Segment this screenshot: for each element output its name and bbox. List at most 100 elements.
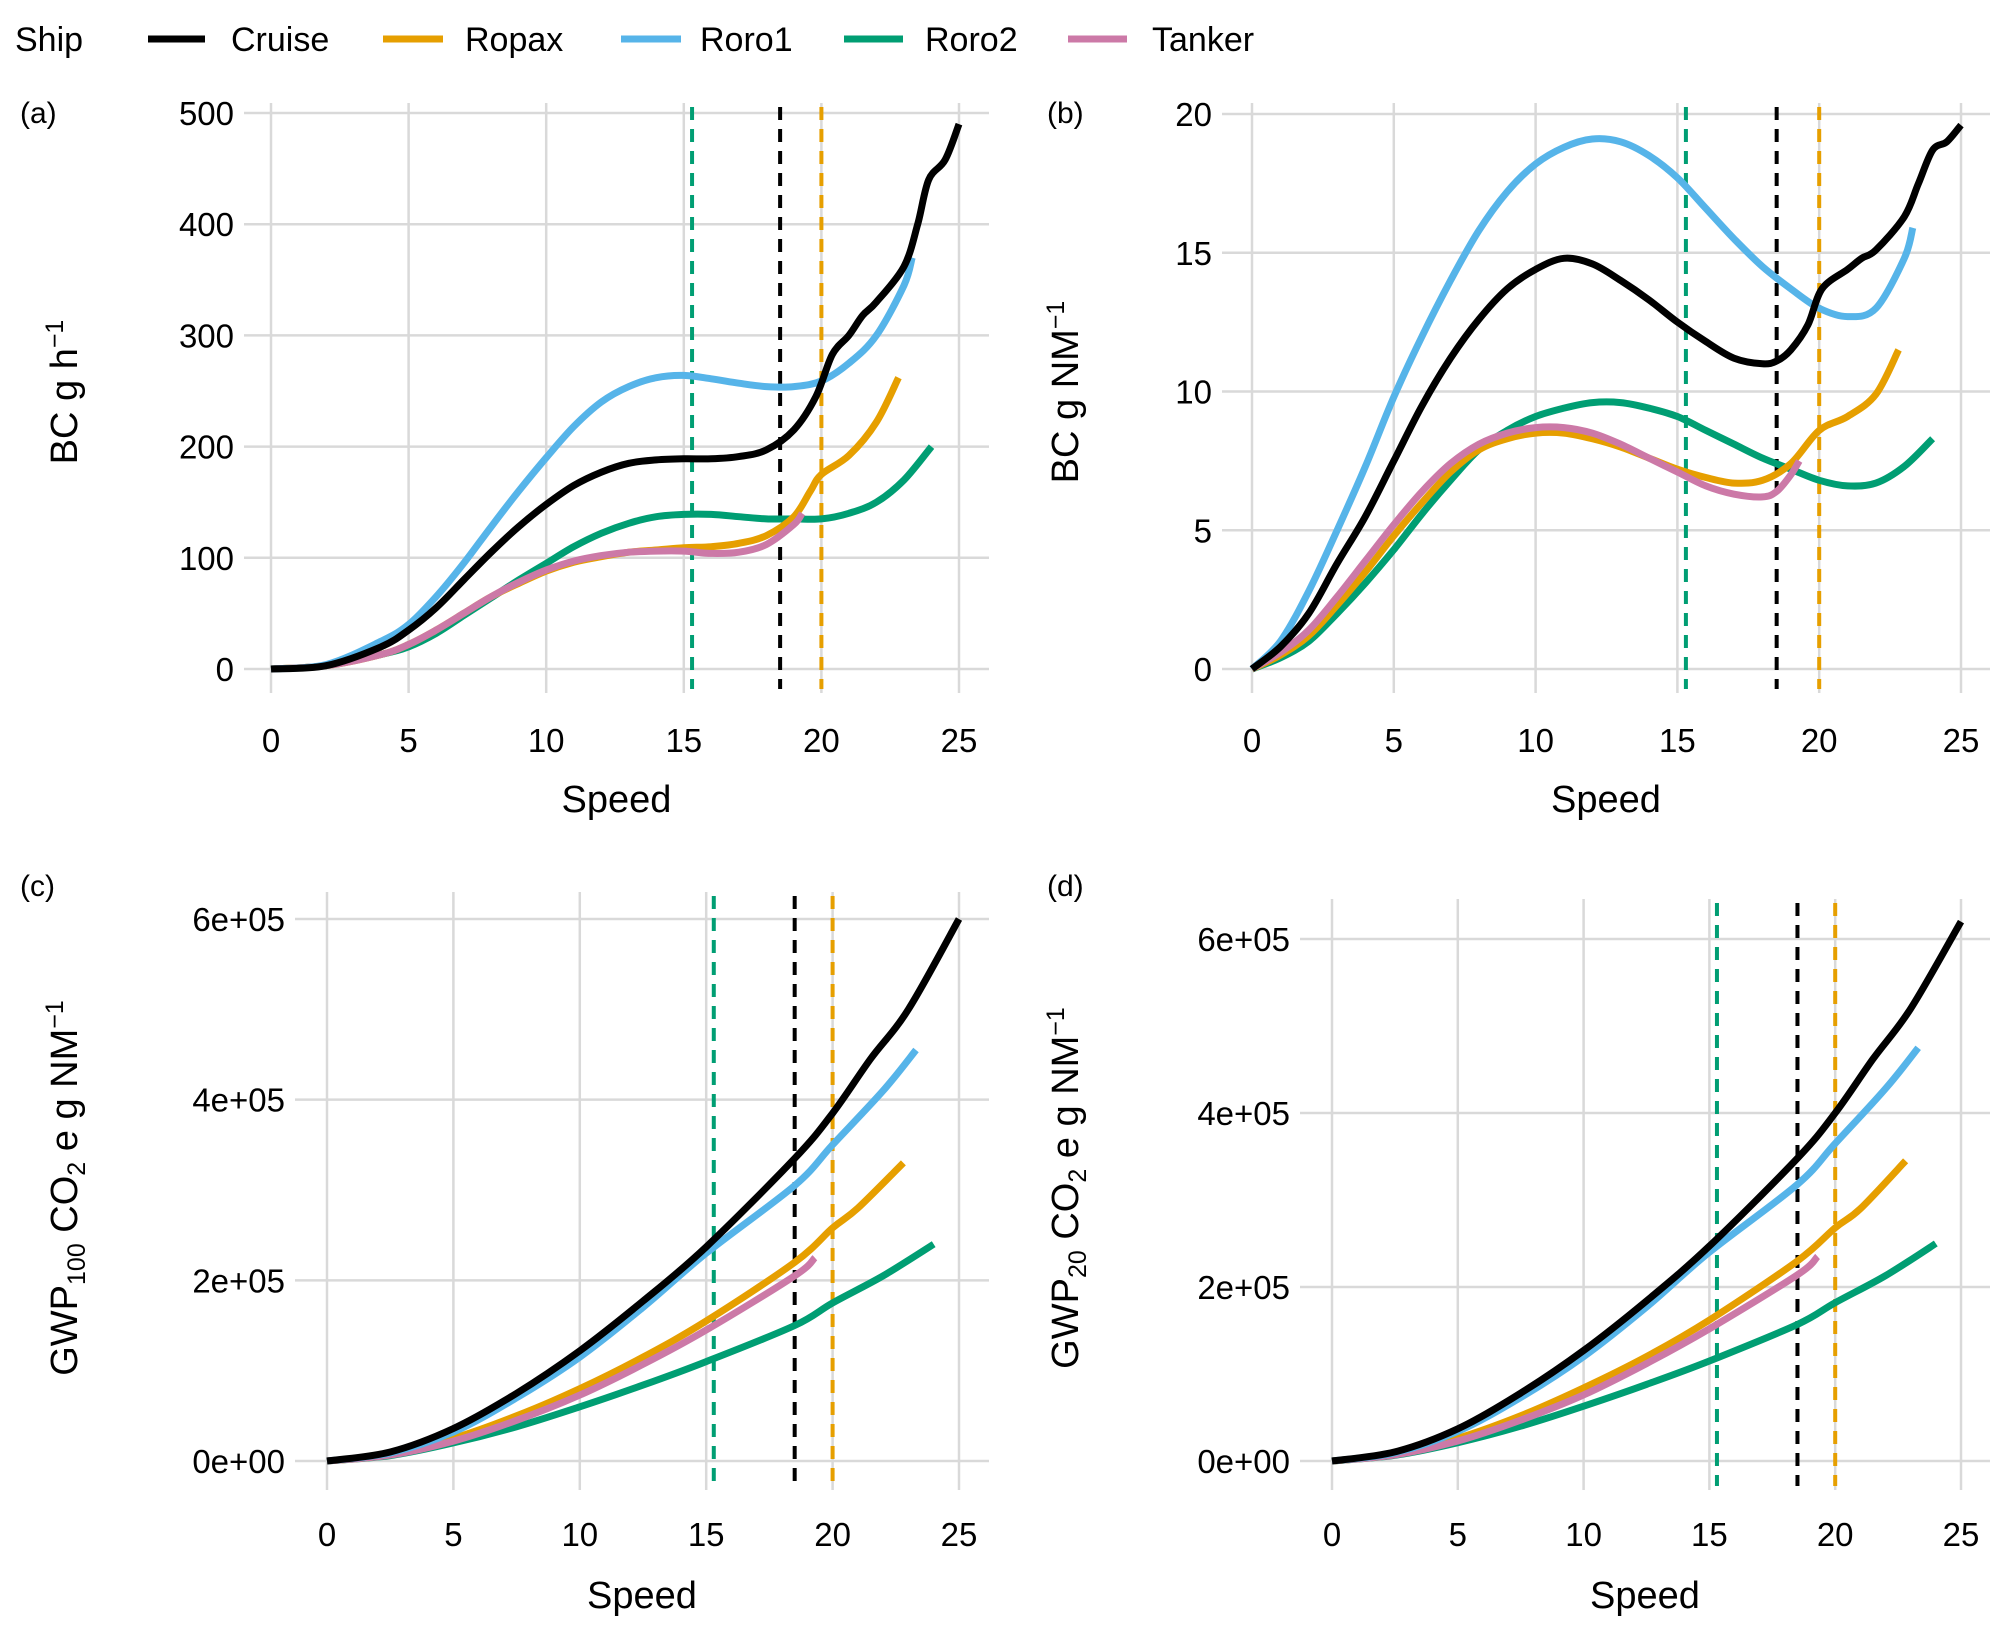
x-tick-label: 25 xyxy=(941,722,978,759)
y-tick-label: 0e+00 xyxy=(192,1443,285,1480)
y-axis-title-part: CO xyxy=(44,1176,86,1244)
y-tick-label: 300 xyxy=(179,317,234,354)
x-tick-label: 25 xyxy=(1943,722,1980,759)
x-tick-label: 10 xyxy=(1517,722,1554,759)
x-tick-label: 15 xyxy=(688,1516,725,1553)
series-line-tanker xyxy=(1250,423,1803,673)
y-tick-label: 4e+05 xyxy=(192,1082,285,1119)
panel-a: 0 5 10 15 20 25 0 100 200 300 400 500 Speed BC g h−1 (… xyxy=(20,95,989,821)
y-tick-label: 15 xyxy=(1175,235,1212,272)
x-tick-label: 10 xyxy=(1565,1516,1602,1553)
series-line-cruise xyxy=(270,122,963,673)
y-axis-title-part: −1 xyxy=(1042,1007,1070,1036)
series-line-tanker xyxy=(326,1255,818,1465)
x-tick-label: 25 xyxy=(941,1516,978,1553)
y-tick-label: 0 xyxy=(1194,651,1212,688)
panel-c: 0 5 10 15 20 25 0e+00 2e+05 4e+05 6e+05 Speed GWP10… xyxy=(20,870,989,1617)
y-axis-title: BC g h−1 xyxy=(41,320,86,465)
x-tick-label: 25 xyxy=(1943,1516,1980,1553)
y-axis-title: GWP100 CO2 e g NM−1 xyxy=(41,1000,91,1376)
x-tick-label: 0 xyxy=(262,722,280,759)
x-tick-label: 5 xyxy=(1385,722,1403,759)
y-axis-title-part: GWP xyxy=(1045,1278,1087,1369)
y-axis-title: BC g NM−1 xyxy=(1042,301,1087,484)
y-axis-title-part: −1 xyxy=(41,1000,69,1029)
y-tick-label: 0e+00 xyxy=(1197,1443,1290,1480)
series-line-cruise xyxy=(1249,122,1964,672)
y-tick-label: 2e+05 xyxy=(1197,1269,1290,1306)
legend-label: Tanker xyxy=(1152,21,1254,59)
x-tick-label: 10 xyxy=(561,1516,598,1553)
legend-label: Ropax xyxy=(465,21,563,59)
panel-label: (b) xyxy=(1047,97,1084,130)
series-line-roro1 xyxy=(326,1047,919,1465)
x-tick-label: 0 xyxy=(318,1516,336,1553)
y-tick-label: 2e+05 xyxy=(192,1262,285,1299)
y-tick-label: 500 xyxy=(179,95,234,132)
x-tick-label: 0 xyxy=(1243,722,1261,759)
y-tick-label: 400 xyxy=(179,206,234,243)
panel-label: (a) xyxy=(20,97,57,130)
y-axis-title-part: e g NM xyxy=(1045,1036,1087,1169)
legend-item-tanker: Tanker xyxy=(1068,21,1254,59)
series-line-roro2 xyxy=(1331,1240,1938,1465)
legend-title: Ship xyxy=(15,21,83,59)
y-tick-label: 6e+05 xyxy=(1197,921,1290,958)
legend-label: Roro2 xyxy=(925,21,1018,59)
x-tick-label: 5 xyxy=(1449,1516,1467,1553)
series-line-tanker xyxy=(1331,1253,1821,1465)
y-axis-title: GWP20 CO2 e g NM−1 xyxy=(1042,1007,1092,1369)
x-axis-title: Speed xyxy=(562,779,672,821)
x-tick-label: 15 xyxy=(1659,722,1696,759)
y-axis-title-part: 2 xyxy=(1064,1169,1092,1183)
y-axis-title-part: 20 xyxy=(1064,1250,1092,1278)
panel-label: (d) xyxy=(1047,870,1084,903)
x-tick-label: 20 xyxy=(1817,1516,1854,1553)
legend-item-roro2: Roro2 xyxy=(844,21,1018,59)
y-axis-title-part: GWP xyxy=(44,1285,86,1376)
series-line-roro1 xyxy=(1331,1045,1921,1465)
y-tick-label: 200 xyxy=(179,429,234,466)
y-tick-label: 0 xyxy=(216,651,234,688)
x-tick-label: 20 xyxy=(803,722,840,759)
x-tick-label: 20 xyxy=(1801,722,1838,759)
x-tick-label: 5 xyxy=(444,1516,462,1553)
x-tick-label: 10 xyxy=(528,722,565,759)
x-tick-label: 0 xyxy=(1323,1516,1341,1553)
legend-item-ropax: Ropax xyxy=(383,21,563,59)
x-tick-label: 5 xyxy=(399,722,417,759)
panel-d: 0 5 10 15 20 250e+002e+054e+056e+05SpeedGWP20… xyxy=(1042,870,1990,1617)
y-tick-label: 5 xyxy=(1194,512,1212,549)
panel-label: (c) xyxy=(20,870,55,903)
y-axis-title-part: e g NM xyxy=(44,1029,86,1162)
legend: Ship Cruise Ropax Roro1 Roro2 Tanker xyxy=(15,21,1254,59)
x-axis-title: Speed xyxy=(587,1575,697,1617)
y-axis-title-part: 2 xyxy=(63,1162,91,1176)
y-tick-label: 20 xyxy=(1175,96,1212,133)
series-line-roro1 xyxy=(1249,135,1917,672)
y-tick-label: 10 xyxy=(1175,374,1212,411)
y-tick-label: 4e+05 xyxy=(1197,1095,1290,1132)
legend-item-cruise: Cruise xyxy=(148,21,329,59)
series-line-ropax xyxy=(1250,348,1902,673)
panel-b: 0 5 10 15 20 25 0 5 10 15 20 Speed BC g NM−1 (b) xyxy=(1042,96,1990,821)
legend-item-roro1: Roro1 xyxy=(621,21,793,59)
series-line-cruise xyxy=(1331,919,1965,1465)
series-line-cruise xyxy=(326,917,963,1465)
series-line-roro2 xyxy=(326,1241,936,1465)
series-line-tanker xyxy=(270,511,806,673)
x-axis-title: Speed xyxy=(1551,779,1661,821)
y-axis-title-part: −1 xyxy=(41,320,69,349)
y-axis-title-part: BC g h xyxy=(44,348,86,464)
x-axis-title: Speed xyxy=(1590,1575,1700,1617)
x-tick-label: 15 xyxy=(665,722,702,759)
series-line-roro1 xyxy=(270,256,916,673)
y-axis-title-part: −1 xyxy=(1042,301,1070,330)
x-tick-label: 20 xyxy=(814,1516,851,1553)
y-axis-title-part: CO xyxy=(1045,1183,1087,1251)
legend-label: Cruise xyxy=(231,21,329,59)
y-axis-title-part: BC g NM xyxy=(1045,329,1087,483)
x-tick-label: 15 xyxy=(1691,1516,1728,1553)
legend-label: Roro1 xyxy=(700,21,793,59)
